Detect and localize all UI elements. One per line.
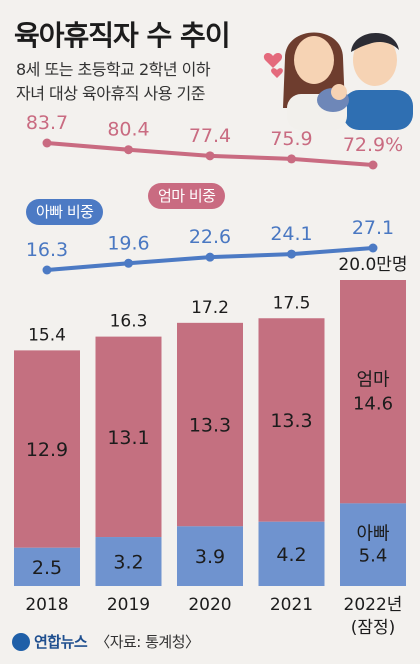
mom-share-label: 83.7 bbox=[26, 112, 68, 134]
mom-share-point bbox=[287, 154, 296, 164]
bar-dad-2019 bbox=[95, 537, 162, 586]
dad-share-point bbox=[205, 252, 215, 262]
bar-dad-2021 bbox=[258, 521, 325, 586]
mom-share-point bbox=[42, 138, 52, 148]
mom-share-point bbox=[124, 145, 133, 155]
bar-total-label: 17.2 bbox=[191, 298, 229, 318]
bar-dad-value-label: 2.5 bbox=[32, 557, 62, 579]
bar-dad-2020 bbox=[177, 526, 243, 586]
bar-mom-2021 bbox=[258, 318, 325, 522]
subtitle-line-1: 8세 또는 초등학교 2학년 이하 bbox=[16, 60, 211, 79]
dad-share-point bbox=[287, 249, 296, 259]
mom-share-label: 75.9 bbox=[270, 128, 312, 150]
bar-mom-2018 bbox=[14, 350, 80, 548]
legend-dad-label: 아빠 비중 bbox=[36, 203, 94, 221]
dad-share-label: 22.6 bbox=[189, 226, 231, 248]
dad-share-label: 24.1 bbox=[270, 223, 312, 245]
bar-mom-2020 bbox=[177, 322, 243, 527]
bar-mom-series-label: 엄마 bbox=[356, 370, 390, 391]
bar-dad-series-label: 아빠 bbox=[356, 524, 390, 545]
dad-share-label: 16.3 bbox=[26, 239, 68, 261]
bar-dad-value-label: 3.2 bbox=[113, 552, 143, 574]
legend-dad-share: 아빠 비중 bbox=[26, 199, 104, 225]
bar-mom-2022년 bbox=[340, 280, 406, 504]
bar-mom-value-label: 13.3 bbox=[270, 410, 312, 432]
bar-total-label: 17.5 bbox=[273, 293, 311, 313]
mom-share-point bbox=[205, 151, 215, 161]
dad-share-point bbox=[42, 265, 52, 275]
x-tick-label: 2020 bbox=[188, 595, 231, 615]
x-tick-label: 2019 bbox=[107, 595, 150, 615]
legend-mom-label: 엄마 비중 bbox=[158, 187, 216, 205]
bar-dad-2018 bbox=[14, 547, 80, 586]
logo-text: 연합뉴스 bbox=[34, 633, 88, 651]
bar-mom-2019 bbox=[95, 336, 162, 538]
subtitle-line-2: 자녀 대상 육아휴직 사용 기준 bbox=[16, 84, 205, 103]
dad-share-label: 27.1 bbox=[352, 217, 394, 239]
parents-illustration bbox=[263, 32, 413, 130]
dad-share-point bbox=[368, 243, 378, 253]
page-title: 육아휴직자 수 추이 bbox=[14, 19, 231, 52]
mom-share-label: 77.4 bbox=[189, 125, 231, 147]
bar-dad-value-label: 5.4 bbox=[359, 546, 388, 567]
x-tick-label: 2018 bbox=[25, 595, 68, 615]
bar-total-label: 20.0만명 bbox=[338, 255, 407, 275]
dad-share-label: 19.6 bbox=[107, 232, 149, 254]
bar-dad-value-label: 4.2 bbox=[276, 544, 306, 566]
x-tick-label: 2021 bbox=[270, 595, 313, 615]
bar-mom-value-label: 13.1 bbox=[107, 427, 149, 449]
bar-mom-value-label: 14.6 bbox=[353, 394, 393, 415]
mom-share-label: 72.9% bbox=[343, 134, 403, 156]
yonhap-logo-icon bbox=[12, 632, 30, 651]
bar-mom-value-label: 12.9 bbox=[26, 439, 68, 461]
mom-share-point bbox=[368, 160, 378, 170]
bar-dad-2022년 bbox=[340, 503, 406, 586]
footer: 연합뉴스 〈자료: 통계청〉 bbox=[12, 631, 200, 652]
bar-dad-value-label: 3.9 bbox=[195, 546, 225, 568]
bar-mom-value-label: 13.3 bbox=[189, 415, 231, 437]
source-text: 〈자료: 통계청〉 bbox=[95, 633, 200, 651]
x-tick-note: (잠정) bbox=[351, 618, 396, 638]
x-tick-label: 2022년 bbox=[344, 595, 403, 615]
legend-mom-share: 엄마 비중 bbox=[148, 183, 226, 209]
dad-share-point bbox=[124, 258, 133, 268]
mom-share-label: 80.4 bbox=[107, 119, 149, 141]
bar-total-label: 16.3 bbox=[110, 312, 148, 332]
bar-total-label: 15.4 bbox=[28, 325, 66, 345]
